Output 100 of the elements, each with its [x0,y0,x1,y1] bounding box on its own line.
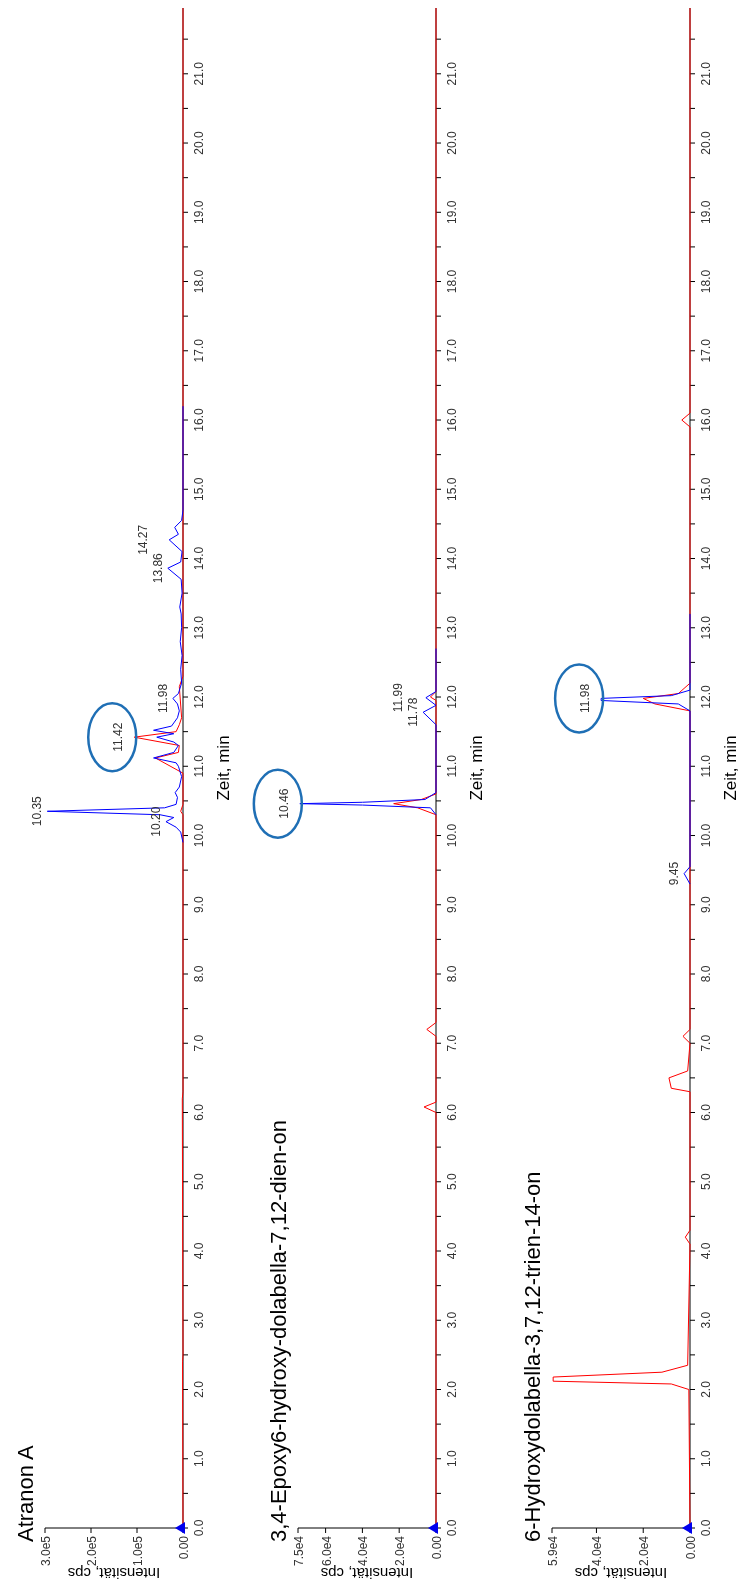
y-tick-label: 4.0 [699,1242,713,1260]
text: Atranon A [13,1445,38,1542]
annotation: 11.99 [391,682,406,713]
y-tick-label: 4.0 [445,1242,459,1260]
x-axis-title: Intensität, cps [320,1565,414,1582]
y-tick-label: 11.0 [445,754,459,778]
y-tick-label: 3.0 [192,1311,206,1329]
y-tick-label: 15.0 [192,477,206,501]
y-tick-label: 2.0 [699,1380,713,1398]
y-tick-label: 20.0 [699,131,713,155]
y-tick-label: 7.0 [445,1034,459,1052]
y-tick-label: 1.0 [445,1450,459,1468]
y-tick-label: 0.0 [445,1519,459,1537]
text: 6-Hydroxydolabella-3,7,12-trien-14-on [520,1171,545,1542]
y-tick-label: 2.0 [192,1380,206,1398]
y-tick-label: 11.0 [192,754,206,778]
annotation: 13.86 [150,552,165,584]
annotation: 10.35 [30,795,45,827]
x-tick-label: 0.00 [177,1535,191,1560]
x-tick-label: 7.5e4 [292,1535,306,1567]
y-tick-label: 21.0 [445,61,459,86]
y-tick-label: 16.0 [445,408,459,432]
y-tick-label: 19.0 [192,200,206,224]
y-tick-label: 8.0 [445,965,459,983]
x-tick-label: 3.0e5 [39,1535,53,1567]
y-tick-label: 6.0 [445,1103,459,1121]
y-tick-label: 19.0 [699,200,713,224]
y-axis-title: Zeit, min [467,735,486,801]
y-tick-label: 9.0 [699,896,713,914]
x-tick-label: 2.0e4 [637,1535,652,1567]
y-tick-label: 12.0 [192,685,206,709]
y-tick-label: 16.0 [699,408,713,432]
y-tick-label: 12.0 [445,685,459,709]
y-tick-label: 10.0 [699,823,713,848]
annotation: 14.27 [135,524,150,555]
y-tick-label: 17.0 [445,338,459,363]
annotation: 11.98 [578,683,593,713]
y-axis-title: Zeit, min [214,735,233,801]
x-tick-label: 5.9e4 [546,1535,560,1567]
y-tick-label: 21.0 [192,61,206,86]
x-tick-label: 6.0e4 [319,1535,334,1567]
y-tick-label: 15.0 [445,477,459,501]
y-tick-label: 5.0 [699,1173,713,1191]
y-tick-label: 14.0 [192,546,206,571]
y-tick-label: 6.0 [192,1103,206,1121]
x-tick-label: 2.0e5 [85,1535,99,1567]
y-tick-label: 3.0 [699,1311,713,1329]
annotation: 11.98 [155,683,170,713]
x-tick-label: 0.00 [430,1535,444,1560]
y-tick-label: 13.0 [445,615,459,640]
x-axis-title: Intensität, cps [67,1565,161,1582]
x-axis-title: Intensität, cps [574,1565,668,1582]
y-tick-label: 3.0 [445,1311,459,1329]
y-tick-label: 18.0 [445,269,459,294]
x-tick-label: 4.0e4 [590,1535,605,1567]
y-tick-label: 10.0 [445,823,459,848]
annotation: 10.20 [148,806,163,837]
y-tick-label: 8.0 [192,965,206,983]
y-tick-label: 6.0 [699,1103,713,1121]
y-tick-label: 7.0 [192,1034,206,1052]
y-tick-label: 18.0 [699,269,713,294]
annotation: 11.42 [111,722,126,752]
y-tick-label: 5.0 [192,1173,206,1191]
y-tick-label: 9.0 [192,896,206,914]
y-tick-label: 15.0 [699,477,713,501]
annotation: 10.46 [276,788,291,819]
y-tick-label: 20.0 [445,131,459,155]
y-tick-label: 4.0 [192,1242,206,1260]
annotation: 9.45 [667,861,682,886]
line-series [600,613,691,885]
y-tick-label: 13.0 [192,615,206,640]
y-tick-label: 8.0 [699,965,713,983]
y-tick-label: 11.0 [699,754,713,778]
y-tick-label: 20.0 [192,131,206,155]
y-tick-label: 19.0 [445,200,459,224]
y-tick-label: 17.0 [192,338,206,363]
y-tick-label: 10.0 [192,823,206,848]
y-tick-label: 13.0 [699,615,713,640]
y-tick-label: 9.0 [445,896,459,914]
annotation: 11.78 [406,697,421,727]
y-tick-label: 1.0 [699,1450,713,1468]
y-tick-label: 0.0 [699,1519,713,1537]
y-tick-label: 16.0 [192,408,206,432]
y-tick-label: 14.0 [445,546,459,571]
y-tick-label: 5.0 [445,1173,459,1191]
y-tick-label: 7.0 [699,1034,713,1052]
line-series [46,405,184,843]
x-tick-label: 2.0e4 [393,1535,408,1567]
x-tick-label: 1.0e5 [131,1535,145,1567]
y-tick-label: 2.0 [445,1380,459,1398]
y-tick-label: 17.0 [699,338,713,363]
x-tick-label: 4.0e4 [356,1535,371,1567]
y-tick-label: 14.0 [699,546,713,571]
text: 3,4-Epoxy6-hydroxy-dolabella-7,12-dien-on [266,1120,291,1542]
y-tick-label: 12.0 [699,685,713,709]
line-series [299,648,437,816]
y-axis-title: Zeit, min [721,735,740,801]
x-tick-label: 0.00 [684,1535,698,1560]
y-tick-label: 1.0 [192,1450,206,1468]
y-tick-label: 18.0 [192,269,206,294]
